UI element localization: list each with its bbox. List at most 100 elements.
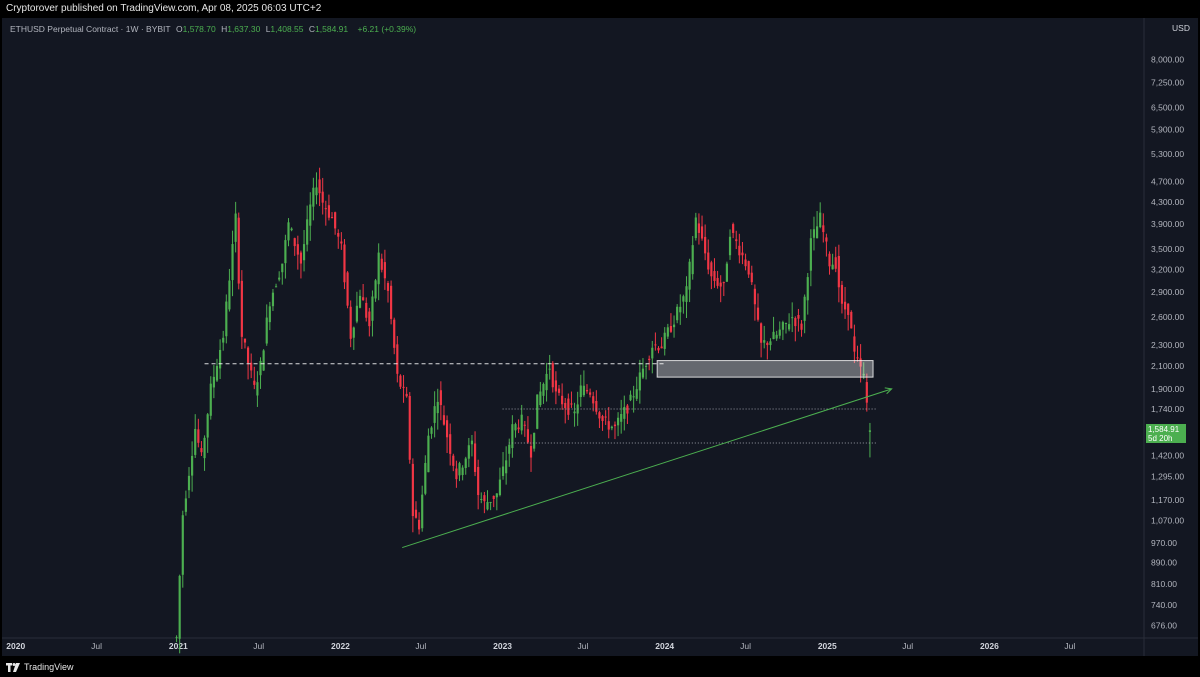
close-value: 1,584.91 [315, 24, 349, 34]
time-tick-label: 2021 [169, 641, 188, 651]
open-label: O [175, 24, 183, 34]
candle-body [281, 263, 284, 273]
price-tick-label: 890.00 [1151, 558, 1177, 568]
candle-body [809, 238, 812, 271]
symbol-label[interactable]: ETHUSD Perpetual Contract · 1W · BYBIT [10, 24, 171, 34]
candle-body [194, 428, 197, 455]
candle-body [225, 301, 228, 337]
candle-body [589, 392, 592, 395]
candle-body [386, 283, 390, 291]
candle-body [508, 444, 511, 454]
candle-body [517, 427, 520, 430]
candle-body [825, 237, 828, 242]
candle-body [477, 466, 480, 496]
candle-body [856, 357, 859, 359]
candle-body [470, 440, 474, 445]
price-tick-label: 7,250.00 [1151, 77, 1184, 87]
candle-body [352, 327, 355, 338]
candle-body [613, 424, 617, 427]
candle-body [570, 403, 573, 405]
candle-body [383, 262, 386, 279]
brand-name: TradingView [24, 662, 74, 672]
candle-body [847, 303, 850, 315]
candle-body [865, 382, 868, 403]
candle-body [694, 217, 697, 239]
candle-body [657, 347, 660, 351]
candle-body [747, 261, 750, 275]
time-tick-label: Jul [415, 641, 426, 651]
candle-body [178, 575, 181, 639]
candle-body [616, 417, 620, 426]
candle-body [461, 467, 464, 476]
candle-body [430, 427, 433, 434]
candle-body [511, 424, 514, 449]
candle-body [324, 208, 327, 210]
candle-body [191, 455, 194, 476]
high-value: 1,637.30 [227, 24, 261, 34]
currency-label[interactable]: USD [1172, 23, 1190, 33]
candle-body [222, 337, 225, 343]
candle-body [744, 259, 747, 267]
price-tick-label: 3,900.00 [1151, 219, 1184, 229]
candle-body [408, 395, 411, 460]
candle-body [704, 236, 707, 254]
candle-body [763, 340, 766, 343]
candle-body [514, 424, 517, 431]
candle-body [750, 272, 753, 283]
candle-body [539, 391, 542, 406]
candle-body [262, 350, 265, 371]
candle-body [246, 347, 250, 363]
price-tick-label: 1,900.00 [1151, 384, 1184, 394]
price-tick-label: 2,600.00 [1151, 312, 1184, 322]
candle-body [766, 342, 769, 346]
candle-body [769, 341, 772, 346]
candle-body [358, 295, 362, 308]
candle-body [442, 415, 446, 425]
candle-body [632, 396, 635, 398]
candle-body [735, 239, 738, 242]
candle-body [312, 187, 315, 207]
candle-body [595, 400, 598, 412]
candle-body [268, 306, 271, 323]
candle-body [654, 344, 657, 346]
candle-body [732, 224, 735, 233]
candle-body [526, 429, 530, 443]
candle-body [679, 306, 682, 313]
candle-body [390, 285, 393, 319]
candle-body [424, 463, 427, 494]
price-tick-label: 4,300.00 [1151, 197, 1184, 207]
candle-body [486, 502, 489, 510]
candle-body [340, 241, 343, 244]
candle-body [850, 311, 853, 329]
candle-body [334, 212, 337, 229]
candle-body [299, 252, 303, 264]
candle-body [411, 463, 414, 517]
candle-body [567, 398, 570, 415]
candle-body [542, 383, 545, 396]
candle-body [610, 426, 613, 429]
price-tick-label: 5,900.00 [1151, 124, 1184, 134]
low-label: L [265, 24, 271, 34]
candle-body [346, 272, 349, 306]
candle-body [321, 191, 324, 203]
price-chart[interactable]: 676.00 740.00 810.00 890.00 970.00 1,070.00 1,… [2, 18, 1198, 656]
candle-body [688, 261, 691, 290]
candle-body [548, 368, 551, 370]
candle-body [349, 306, 352, 339]
candle-body [772, 331, 775, 340]
candle-body [265, 317, 268, 344]
candle-body [436, 401, 439, 414]
chart-panel[interactable]: 676.00 740.00 810.00 890.00 970.00 1,070.00 1,… [2, 18, 1198, 656]
candle-body [427, 435, 430, 473]
candle-body [753, 288, 756, 305]
candle-body [666, 327, 669, 337]
price-tick-label: 2,900.00 [1151, 287, 1184, 297]
candle-body [557, 388, 561, 393]
candle-body [623, 406, 626, 419]
candle-body [713, 271, 716, 281]
candle-body [797, 314, 800, 319]
candle-body [231, 244, 234, 281]
candle-body [859, 358, 862, 367]
candle-body [806, 277, 809, 301]
candle-body [620, 413, 623, 422]
